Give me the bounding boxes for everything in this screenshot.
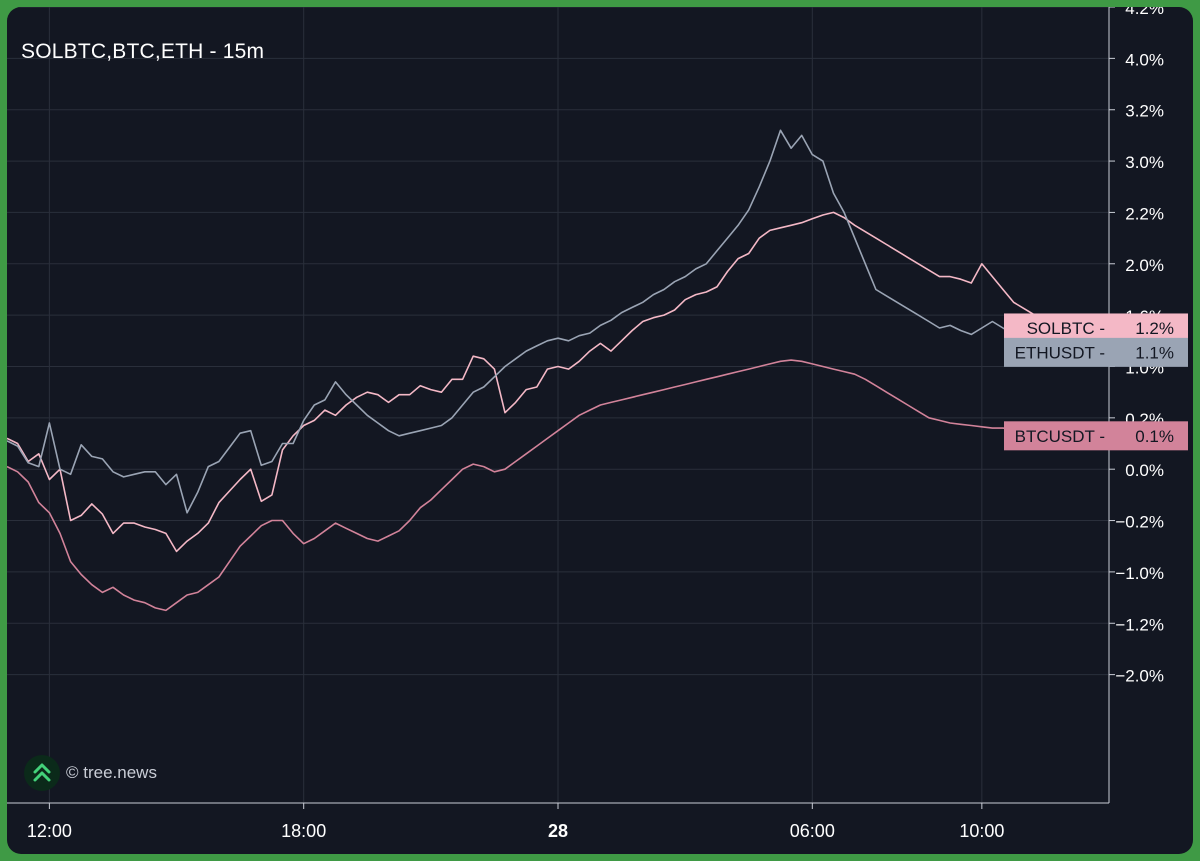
chart-frame: 4.2%4.0%3.2%3.0%2.2%2.0%1.6%1.0%0.2%0.0%… xyxy=(7,7,1193,854)
y-tick-label: 3.2% xyxy=(1125,102,1164,121)
y-tick-label: 2.0% xyxy=(1125,256,1164,275)
badge-background xyxy=(1004,421,1188,451)
chart-title: SOLBTC,BTC,ETH - 15m xyxy=(21,40,265,63)
badge-value-label: 0.1% xyxy=(1135,427,1174,446)
x-tick-label: 28 xyxy=(548,821,568,841)
badge-series-name: SOLBTC - xyxy=(1027,319,1105,338)
series-line-ethusdt xyxy=(7,129,1110,514)
x-tick-label: 06:00 xyxy=(790,821,835,841)
y-tick-label: 0.0% xyxy=(1125,461,1164,480)
watermark: © tree.news xyxy=(24,755,157,791)
y-tick-label: 2.2% xyxy=(1125,204,1164,223)
watermark-text: © tree.news xyxy=(66,763,157,782)
series-badge-ethusdt: ETHUSDT - 1.1% xyxy=(1004,337,1188,367)
y-tick-label: −1.2% xyxy=(1115,615,1164,634)
y-tick-label: 4.2% xyxy=(1125,7,1164,18)
series-line-solbtc xyxy=(7,211,1110,553)
x-tick-label: 12:00 xyxy=(27,821,72,841)
x-tick-label: 10:00 xyxy=(959,821,1004,841)
series-badge-btcusdt: BTCUSDT - 0.1% xyxy=(1004,421,1188,451)
chart-svg: 4.2%4.0%3.2%3.0%2.2%2.0%1.6%1.0%0.2%0.0%… xyxy=(7,7,1188,841)
y-tick-label: −0.2% xyxy=(1115,513,1164,532)
badge-value-label: 1.2% xyxy=(1135,319,1174,338)
badge-series-name: BTCUSDT - xyxy=(1015,427,1105,446)
badge-background xyxy=(1004,313,1188,343)
y-tick-label: −1.0% xyxy=(1115,564,1164,583)
series-badge-solbtc: SOLBTC - 1.2% xyxy=(1004,313,1188,343)
series-line-btcusdt xyxy=(7,359,1109,612)
badge-value-label: 1.1% xyxy=(1135,343,1174,362)
x-tick-label: 18:00 xyxy=(281,821,326,841)
y-tick-label: 3.0% xyxy=(1125,153,1164,172)
y-tick-label: −2.0% xyxy=(1115,667,1164,686)
tree-news-logo-icon xyxy=(24,755,60,791)
badge-background xyxy=(1004,337,1188,367)
y-tick-label: 4.0% xyxy=(1125,50,1164,69)
badge-series-name: ETHUSDT - xyxy=(1015,343,1105,362)
